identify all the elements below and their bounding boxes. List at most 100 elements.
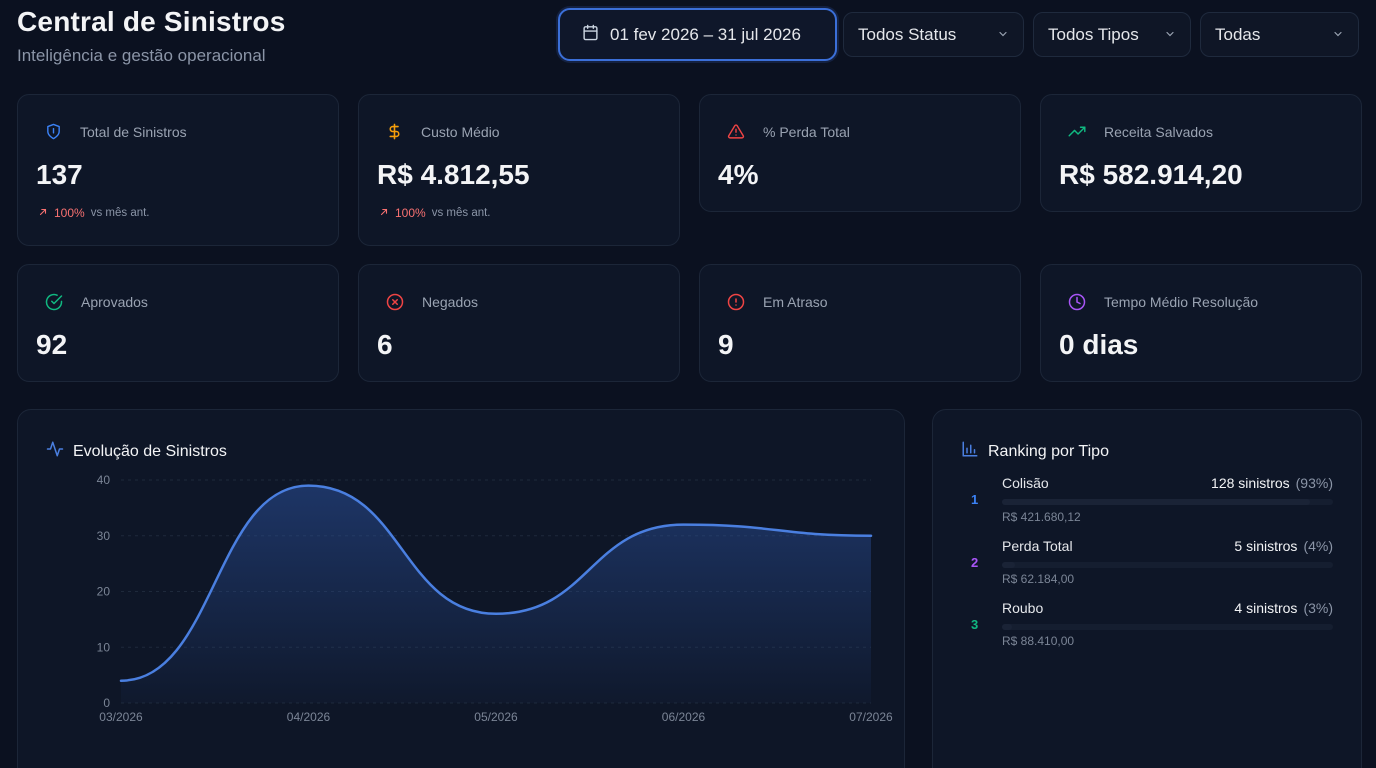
ranking-bar	[1002, 499, 1333, 505]
ranking-bar-fill	[1002, 562, 1016, 568]
kpi-label: Negados	[422, 294, 479, 310]
ranking-cost: R$ 62.184,00	[1002, 572, 1075, 586]
trending-up-icon	[1068, 123, 1086, 140]
kpi-label: Tempo Médio Resolução	[1104, 294, 1259, 310]
kpi-card-negados: Negados 6	[358, 264, 680, 382]
page-header: Central de Sinistros Inteligência e gest…	[17, 6, 286, 66]
kpi-card-tempo-medio: Tempo Médio Resolução 0 dias	[1040, 264, 1362, 382]
kpi-card-total-sinistros: Total de Sinistros 137 100% vs mês ant.	[17, 94, 339, 246]
ranking-title: Ranking por Tipo	[961, 440, 1109, 463]
kpi-card-receita-salvados: Receita Salvados R$ 582.914,20	[1040, 94, 1362, 212]
ranking-bar-fill	[1002, 624, 1012, 630]
date-range-picker[interactable]: 01 fev 2026 – 31 jul 2026	[558, 8, 837, 61]
kpi-delta-pct: 100%	[54, 206, 85, 220]
kpi-label: Custo Médio	[421, 123, 500, 140]
kpi-delta-text: vs mês ant.	[431, 207, 491, 219]
status-select[interactable]: Todos Status	[843, 12, 1024, 57]
y-tick-label: 10	[97, 640, 111, 654]
chevron-down-icon	[997, 25, 1009, 45]
dollar-icon	[386, 123, 403, 140]
kpi-label: % Perda Total	[763, 123, 850, 140]
kpi-delta: 100% vs mês ant.	[38, 206, 150, 220]
kpi-value: 137	[36, 159, 83, 190]
ranking-bar	[1002, 562, 1333, 568]
all-select-value: Todas	[1215, 24, 1261, 44]
kpi-delta: 100% vs mês ant.	[379, 206, 491, 220]
bar-chart-icon	[961, 440, 979, 463]
ranking-title-text: Ranking por Tipo	[988, 442, 1109, 460]
y-tick-label: 40	[97, 473, 111, 487]
evolution-title: Evolução de Sinistros	[46, 440, 227, 463]
y-tick-label: 0	[103, 696, 110, 710]
series-area	[121, 485, 871, 703]
kpi-card-em-atraso: Em Atraso 9	[699, 264, 1021, 382]
arrow-up-right-icon	[379, 206, 389, 220]
y-tick-label: 30	[97, 529, 111, 543]
kpi-card-aprovados: Aprovados 92	[17, 264, 339, 382]
x-tick-label: 05/2026	[474, 710, 518, 724]
ranking-cost: R$ 421.680,12	[1002, 510, 1081, 524]
ranking-bar	[1002, 624, 1333, 630]
type-select[interactable]: Todos Tipos	[1033, 12, 1191, 57]
ranking-count-pct: (93%)	[1295, 475, 1333, 491]
ranking-name: Roubo	[1002, 600, 1044, 616]
kpi-value: 6	[377, 329, 393, 360]
chevron-down-icon	[1164, 25, 1176, 45]
evolution-panel: Evolução de Sinistros 0 10 20 30 40 03/2026 04…	[17, 409, 905, 768]
ranking-count: 5 sinistros (4%)	[1234, 538, 1333, 554]
alert-circle-icon	[727, 293, 745, 311]
kpi-value: 0 dias	[1059, 329, 1139, 360]
ranking-count-pct: (3%)	[1303, 600, 1333, 616]
kpi-value: 9	[718, 329, 734, 360]
activity-icon	[46, 440, 64, 463]
x-tick-label: 04/2026	[287, 710, 331, 724]
kpi-label: Total de Sinistros	[80, 123, 187, 140]
status-select-value: Todos Status	[858, 24, 957, 44]
ranking-count-value: 4 sinistros	[1234, 600, 1298, 616]
warning-icon	[727, 123, 745, 140]
kpi-delta-text: vs mês ant.	[90, 207, 150, 219]
x-tick-label: 03/2026	[99, 710, 143, 724]
clock-icon	[1068, 293, 1086, 311]
y-tick-label: 20	[97, 585, 111, 599]
kpi-value: R$ 4.812,55	[377, 159, 530, 190]
filter-bar: 01 fev 2026 – 31 jul 2026 Todos Status T…	[558, 8, 1359, 61]
page-subtitle: Inteligência e gestão operacional	[17, 46, 266, 65]
x-tick-label: 07/2026	[849, 710, 893, 724]
ranking-position: 3	[971, 617, 979, 632]
ranking-position: 1	[971, 492, 979, 507]
ranking-position: 2	[971, 555, 979, 570]
ranking-name: Colisão	[1002, 475, 1049, 491]
kpi-label: Receita Salvados	[1104, 123, 1213, 140]
kpi-card-perda-total: % Perda Total 4%	[699, 94, 1021, 212]
ranking-count-value: 128 sinistros	[1211, 475, 1290, 491]
shield-icon	[45, 123, 62, 140]
x-circle-icon	[386, 293, 404, 311]
check-circle-icon	[45, 293, 63, 311]
ranking-count-value: 5 sinistros	[1234, 538, 1298, 554]
x-tick-label: 06/2026	[662, 710, 706, 724]
evolution-chart: 0 10 20 30 40 03/2026 04/2026 05/2026 06/2026 07/…	[97, 473, 893, 724]
ranking-count: 4 sinistros (3%)	[1234, 600, 1333, 616]
series-line	[119, 484, 873, 682]
kpi-delta-pct: 100%	[395, 206, 426, 220]
kpi-card-custo-medio: Custo Médio R$ 4.812,55 100% vs mês ant.	[358, 94, 680, 246]
all-select[interactable]: Todas	[1200, 12, 1359, 57]
calendar-icon	[582, 24, 599, 46]
kpi-value: R$ 582.914,20	[1059, 159, 1243, 190]
kpi-value: 92	[36, 329, 68, 360]
kpi-value: 4%	[718, 159, 759, 190]
ranking-name: Perda Total	[1002, 538, 1073, 554]
kpi-label: Em Atraso	[763, 294, 828, 310]
ranking-panel: Ranking por Tipo 1 Colisão 128 sinistros…	[932, 409, 1362, 768]
arrow-up-right-icon	[38, 206, 48, 220]
type-select-value: Todos Tipos	[1048, 24, 1139, 44]
ranking-count: 128 sinistros (93%)	[1211, 475, 1333, 491]
date-range-label: 01 fev 2026 – 31 jul 2026	[610, 24, 801, 44]
ranking-cost: R$ 88.410,00	[1002, 634, 1075, 648]
ranking-count-pct: (4%)	[1303, 538, 1333, 554]
chevron-down-icon	[1332, 25, 1344, 45]
evolution-title-text: Evolução de Sinistros	[73, 442, 227, 460]
page-title: Central de Sinistros	[17, 6, 286, 37]
kpi-label: Aprovados	[81, 294, 148, 310]
